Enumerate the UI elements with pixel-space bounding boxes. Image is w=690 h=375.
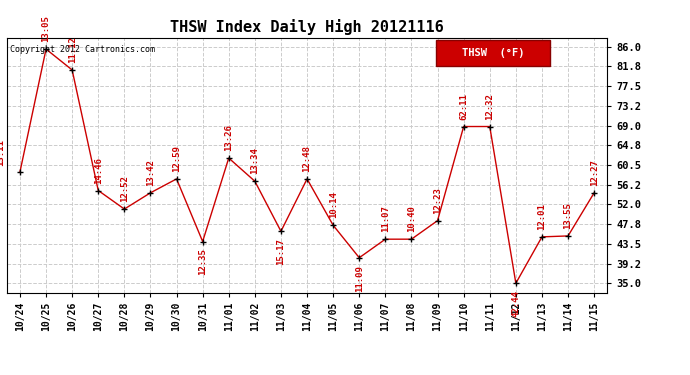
- Text: 11:12: 11:12: [68, 36, 77, 63]
- Text: 42:44: 42:44: [511, 290, 520, 317]
- Text: 12:01: 12:01: [538, 203, 546, 230]
- Text: 13:11: 13:11: [0, 140, 5, 166]
- Title: THSW Index Daily High 20121116: THSW Index Daily High 20121116: [170, 19, 444, 35]
- Text: 14:46: 14:46: [94, 157, 103, 183]
- Text: 12:48: 12:48: [302, 145, 312, 172]
- Text: 13:05: 13:05: [41, 15, 50, 42]
- Text: THSW  (°F): THSW (°F): [462, 48, 524, 58]
- Text: 15:17: 15:17: [277, 238, 286, 265]
- Text: 11:09: 11:09: [355, 265, 364, 291]
- Text: 12:27: 12:27: [590, 159, 599, 186]
- Text: 13:55: 13:55: [564, 202, 573, 229]
- Text: 12:32: 12:32: [485, 93, 494, 120]
- Text: 12:59: 12:59: [172, 145, 181, 172]
- Text: 12:23: 12:23: [433, 187, 442, 214]
- Text: 13:34: 13:34: [250, 147, 259, 174]
- Text: 13:42: 13:42: [146, 159, 155, 186]
- Text: 13:26: 13:26: [224, 124, 233, 151]
- Text: 62:11: 62:11: [459, 93, 468, 120]
- FancyBboxPatch shape: [436, 40, 550, 66]
- Text: 10:14: 10:14: [328, 192, 337, 218]
- Text: Copyright 2012 Cartronics.com: Copyright 2012 Cartronics.com: [10, 45, 155, 54]
- Text: 12:52: 12:52: [120, 175, 129, 202]
- Text: 11:07: 11:07: [381, 206, 390, 232]
- Text: 12:35: 12:35: [198, 249, 207, 275]
- Text: 10:40: 10:40: [407, 206, 416, 232]
